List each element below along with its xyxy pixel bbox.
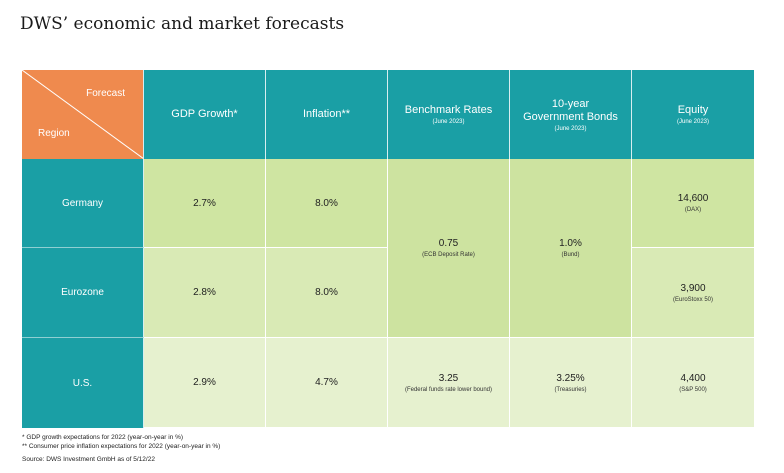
equity-value: 4,400 bbox=[680, 372, 706, 384]
germany-gdp: 2.7% bbox=[144, 159, 266, 248]
header-label: Inflation** bbox=[302, 108, 351, 120]
germany-inflation: 8.0% bbox=[266, 159, 388, 248]
footnotes: * GDP growth expectations for 2022 (year… bbox=[22, 433, 220, 464]
header-sub: (June 2023) bbox=[554, 125, 587, 132]
source-note: Source: DWS Investment GmbH as of 5/12/2… bbox=[22, 456, 155, 463]
region-germany: Germany bbox=[22, 159, 144, 248]
fed-rate-note: (Federal funds rate lower bound) bbox=[404, 386, 493, 393]
corner-region-label: Region bbox=[38, 128, 70, 139]
merged-bond-cell: 1.0% (Bund) bbox=[510, 159, 632, 338]
us-rate: 3.25 (Federal funds rate lower bound) bbox=[388, 338, 510, 428]
equity-note: (DAX) bbox=[684, 207, 702, 213]
header-label: 10-year Government Bonds bbox=[523, 97, 618, 123]
germany-equity: 14,600 (DAX) bbox=[632, 159, 754, 248]
bund-note: (Bund) bbox=[561, 252, 580, 258]
region-us: U.S. bbox=[22, 338, 144, 428]
header-label: Equity bbox=[677, 104, 709, 116]
header-inflation: Inflation** bbox=[266, 70, 388, 159]
equity-value: 3,900 bbox=[680, 282, 706, 294]
header-government-bonds: 10-year Government Bonds (June 2023) bbox=[510, 70, 632, 159]
corner-forecast-label: Forecast bbox=[86, 88, 125, 99]
header-sub: (June 2023) bbox=[676, 119, 710, 125]
header-benchmark-rates: Benchmark Rates (June 2023) bbox=[388, 70, 510, 159]
fed-rate-value: 3.25 bbox=[438, 372, 459, 384]
page-title: DWS’ economic and market forecasts bbox=[20, 14, 345, 34]
corner-diagonal bbox=[22, 70, 143, 159]
ecb-rate-note: (ECB Deposit Rate) bbox=[422, 252, 475, 258]
us-equity: 4,400 (S&P 500) bbox=[632, 338, 754, 428]
corner-cell: Forecast Region bbox=[22, 70, 144, 159]
header-gdp: GDP Growth* bbox=[144, 70, 266, 159]
eurozone-gdp: 2.8% bbox=[144, 248, 266, 338]
forecast-table: Forecast Region GDP Growth* Inflation** … bbox=[22, 70, 754, 428]
treasuries-value: 3.25% bbox=[556, 372, 585, 384]
equity-note: (EuroStoxx 50) bbox=[672, 296, 714, 303]
region-eurozone: Eurozone bbox=[22, 248, 144, 338]
treasuries-note: (Treasuries) bbox=[554, 386, 587, 393]
header-sub: (June 2023) bbox=[432, 119, 465, 125]
equity-note: (S&P 500) bbox=[679, 386, 707, 393]
bund-value: 1.0% bbox=[559, 238, 582, 249]
merged-rate-cell: 0.75 (ECB Deposit Rate) bbox=[388, 159, 510, 338]
eurozone-inflation: 8.0% bbox=[266, 248, 388, 338]
us-gdp: 2.9% bbox=[144, 338, 266, 428]
eurozone-equity: 3,900 (EuroStoxx 50) bbox=[632, 248, 754, 338]
ecb-rate-value: 0.75 bbox=[438, 238, 459, 249]
footnote-inflation: ** Consumer price inflation expectations… bbox=[22, 443, 221, 450]
us-bond: 3.25% (Treasuries) bbox=[510, 338, 632, 428]
footnote-gdp: * GDP growth expectations for 2022 (year… bbox=[22, 434, 184, 441]
header-equity: Equity (June 2023) bbox=[632, 70, 754, 159]
us-inflation: 4.7% bbox=[266, 338, 388, 428]
equity-value: 14,600 bbox=[677, 193, 709, 204]
header-label: Benchmark Rates bbox=[404, 104, 493, 116]
header-label: GDP Growth* bbox=[171, 108, 238, 120]
